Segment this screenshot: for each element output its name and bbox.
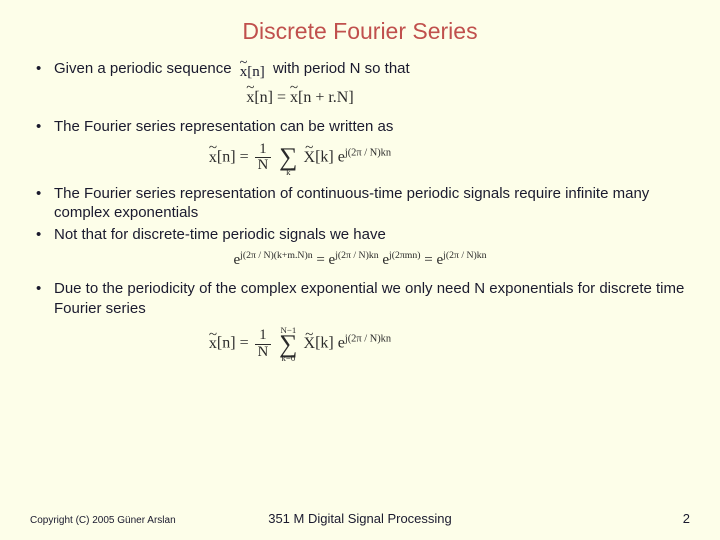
bullet-1-text-b: with period N so that bbox=[269, 60, 410, 77]
bullet-list-3: The Fourier series representation of con… bbox=[32, 184, 690, 245]
slide: Discrete Fourier Series Given a periodic… bbox=[0, 0, 720, 540]
equation-2: x[n] = 1N ∑k X[k] ej(2π / N)kn bbox=[30, 142, 690, 174]
bullet-4: Not that for discrete-time periodic sign… bbox=[32, 225, 690, 245]
bullet-5: Due to the periodicity of the complex ex… bbox=[32, 279, 690, 318]
footer-page: 2 bbox=[683, 511, 690, 526]
bullet-list-2: The Fourier series representation can be… bbox=[32, 117, 690, 137]
footer: Copyright (C) 2005 Güner Arslan 351 M Di… bbox=[30, 511, 690, 526]
footer-course: 351 M Digital Signal Processing bbox=[268, 511, 452, 526]
bullet-list: Given a periodic sequence x[n] with peri… bbox=[32, 59, 690, 83]
equation-3: ej(2π / N)(k+m.N)n = ej(2π / N)kn ej(2πm… bbox=[30, 250, 690, 269]
slide-title: Discrete Fourier Series bbox=[30, 18, 690, 45]
equation-1: x[n] = x[n + r.N] bbox=[30, 89, 690, 107]
bullet-2: The Fourier series representation can be… bbox=[32, 117, 690, 137]
bullet-1: Given a periodic sequence x[n] with peri… bbox=[32, 59, 690, 83]
footer-copyright: Copyright (C) 2005 Güner Arslan bbox=[30, 515, 176, 526]
bullet-1-text-a: Given a periodic sequence bbox=[54, 60, 236, 77]
equation-4: x[n] = 1N N−1∑k=0 X[k] ej(2π / N)kn bbox=[30, 328, 690, 360]
bullet-3: The Fourier series representation of con… bbox=[32, 184, 690, 223]
bullet-list-4: Due to the periodicity of the complex ex… bbox=[32, 279, 690, 318]
